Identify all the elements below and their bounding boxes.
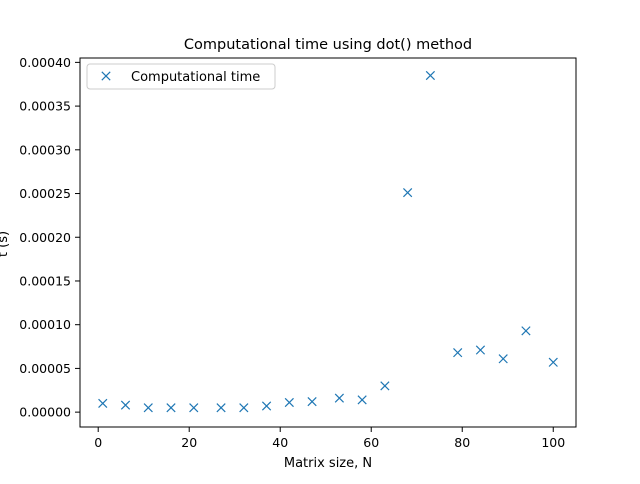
data-point-stroke [357,395,367,405]
x-axis-label: Matrix size, N [284,456,372,471]
data-point [498,354,508,364]
data-point-stroke [453,348,463,358]
data-point [425,70,436,81]
data-point-stroke [380,381,390,391]
data-point-stroke [189,403,199,413]
data-point [216,403,226,413]
data-point-stroke [403,188,413,198]
legend-series-label: Computational time [131,70,260,85]
data-point-stroke [143,403,153,413]
data-point-stroke [521,326,531,336]
y-tick-label: 0.00030 [19,142,71,157]
y-tick-label: 0.00000 [19,405,71,420]
data-point-stroke [334,393,345,403]
data-point [166,403,176,413]
x-tick-label: 80 [454,435,470,450]
data-point [98,398,108,409]
legend-marker-x-icon [101,71,111,81]
x-tick-label: 100 [541,435,565,450]
axis-ticks: 0 20 40 60 80 100 0.00000 0.00005 0.00010 0.00015… [19,55,565,450]
data-point-stroke [475,345,486,355]
legend-marker [101,71,111,81]
x-tick-label: 40 [272,435,288,450]
data-point-stroke [284,397,294,408]
data-point [380,381,390,391]
data-point-stroke [548,357,558,367]
data-point-stroke [166,403,176,413]
data-point-stroke [98,398,108,409]
legend-marker-stroke [101,71,111,81]
y-tick-label: 0.00010 [19,317,71,332]
x-tick-label: 20 [181,435,197,450]
data-point [357,395,367,405]
chart-legend: Computational time [86,63,276,90]
data-point [284,397,294,408]
y-tick-label: 0.00040 [19,55,71,70]
x-tick-label: 60 [363,435,379,450]
y-tick-label: 0.00025 [19,186,71,201]
data-point [548,357,558,367]
data-point [521,326,531,336]
x-tick-label: 0 [94,435,102,450]
data-point [120,400,131,410]
y-tick-label: 0.00015 [19,273,71,288]
y-tick-label: 0.00035 [19,99,71,114]
data-point [239,403,249,413]
legend-box [86,63,276,90]
y-axis-label: t (s) [0,231,11,257]
data-point [189,403,199,413]
y-tick-label: 0.00005 [19,361,71,376]
data-point-stroke [216,403,226,413]
data-point-stroke [425,70,436,81]
data-point [475,345,486,355]
data-point [453,348,463,358]
data-point [261,401,272,411]
data-point-stroke [307,397,317,407]
data-points [98,70,558,413]
data-point-stroke [120,400,131,410]
data-point-stroke [261,401,272,411]
y-tick-label: 0.00020 [19,230,71,245]
plot-area-frame [79,57,577,428]
chart-title: Computational time using dot() method [184,37,472,53]
data-point [403,188,413,198]
data-point [307,397,317,407]
data-point [334,393,345,403]
data-point-stroke [498,354,508,364]
data-point [143,403,153,413]
data-point-stroke [239,403,249,413]
